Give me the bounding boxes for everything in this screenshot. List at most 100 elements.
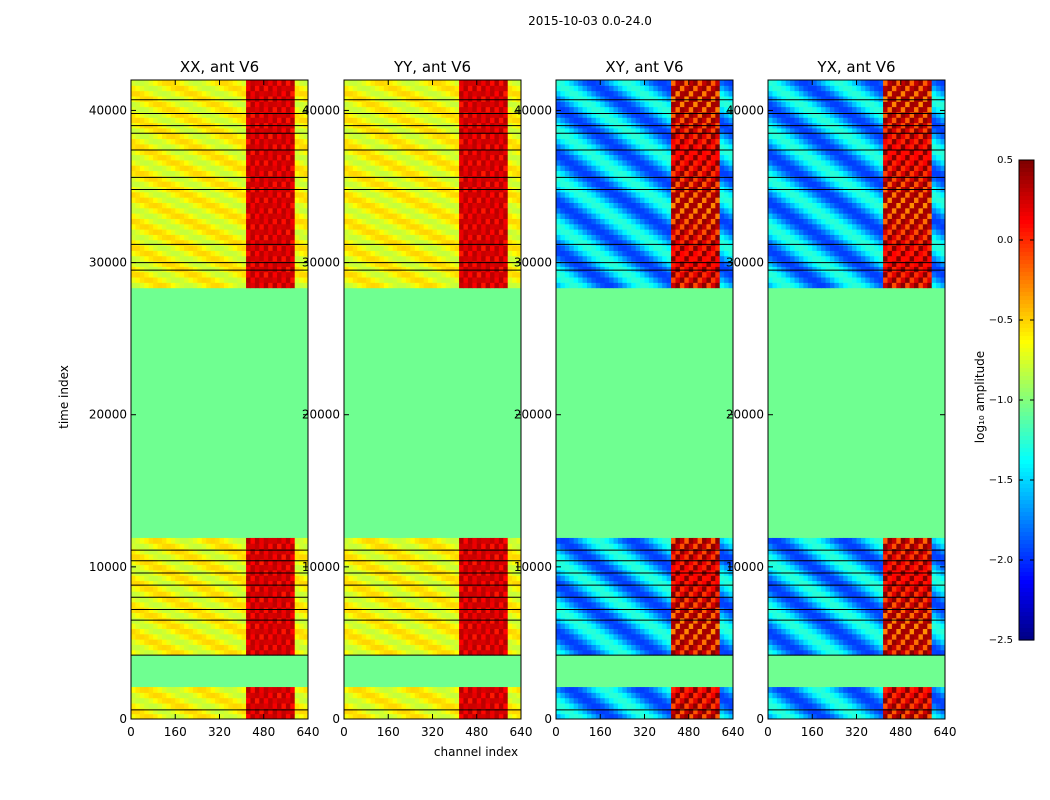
heatmap-cell	[237, 564, 243, 571]
heatmap-cell	[428, 580, 433, 587]
heatmap-cell	[254, 80, 260, 86]
heatmap-cell	[405, 575, 411, 582]
heatmap-cell	[414, 271, 420, 278]
heatmap-cell	[485, 639, 491, 645]
heatmap-cell	[397, 218, 403, 225]
heatmap-cell	[197, 633, 203, 640]
heatmap-cell	[144, 207, 150, 214]
heatmap-cell	[472, 564, 478, 571]
heatmap-cell	[139, 537, 145, 544]
heatmap-cell	[223, 553, 229, 560]
heatmap-cell	[423, 607, 429, 613]
heatmap-cell	[441, 564, 447, 571]
heatmap-cell	[272, 202, 278, 209]
heatmap-cell	[344, 250, 349, 257]
heatmap-cell	[148, 175, 154, 182]
heatmap-cell	[414, 617, 420, 624]
heatmap-cell	[299, 713, 305, 720]
heatmap-cell	[294, 649, 300, 656]
heatmap-cell	[454, 255, 460, 262]
heatmap-cell	[445, 585, 451, 592]
heatmap-cell	[428, 575, 433, 582]
heatmap-cell	[441, 154, 447, 161]
heatmap-cell	[131, 111, 136, 118]
heatmap-cell	[184, 553, 190, 560]
heatmap-cell	[285, 154, 291, 161]
heatmap-cell	[135, 708, 141, 715]
heatmap-cell	[494, 649, 500, 656]
heatmap-cell	[192, 266, 198, 273]
heatmap-cell	[445, 623, 451, 629]
heatmap-cell	[344, 628, 349, 635]
heatmap-cell	[303, 117, 309, 124]
heatmap-cell	[498, 218, 504, 225]
heatmap-cell	[153, 266, 159, 273]
heatmap-cell	[263, 229, 269, 235]
heatmap-cell	[277, 101, 282, 108]
heatmap-cell	[357, 266, 363, 273]
heatmap-cell	[170, 708, 176, 715]
heatmap-cell	[219, 202, 225, 209]
heatmap-cell	[210, 623, 216, 629]
heatmap-cell	[210, 266, 216, 273]
heatmap-cell	[423, 191, 429, 198]
heatmap-cell	[472, 143, 478, 150]
heatmap-cell	[184, 133, 190, 140]
heatmap-cell	[494, 585, 500, 592]
heatmap-cell	[153, 282, 159, 289]
heatmap-cell	[254, 229, 260, 235]
heatmap-cell	[432, 623, 438, 629]
heatmap-cell	[201, 564, 207, 571]
heatmap-cell	[188, 612, 194, 619]
heatmap-cell	[250, 628, 256, 635]
heatmap-cell	[348, 639, 354, 645]
heatmap-cell	[467, 596, 473, 603]
heatmap-cell	[463, 644, 469, 651]
heatmap-cell	[441, 697, 447, 704]
heatmap-cell	[144, 697, 150, 704]
heatmap-cell	[139, 553, 145, 560]
heatmap-cell	[210, 218, 216, 225]
heatmap-cell	[135, 175, 141, 182]
heatmap-cell	[192, 95, 198, 102]
heatmap-cell	[228, 106, 234, 113]
heatmap-cell	[157, 548, 163, 555]
heatmap-cell	[259, 245, 265, 251]
heatmap-cell	[254, 628, 260, 635]
heatmap-cell	[299, 639, 305, 645]
heatmap-cell	[357, 218, 363, 225]
heatmap-cell	[148, 250, 154, 257]
heatmap-cell	[144, 250, 150, 257]
heatmap-cell	[472, 255, 478, 262]
heatmap-cell	[507, 713, 513, 720]
heatmap-cell	[361, 191, 367, 198]
heatmap-cell	[139, 580, 145, 587]
heatmap-cell	[157, 617, 163, 624]
heatmap-cell	[472, 713, 478, 720]
heatmap-cell	[131, 537, 136, 544]
heatmap-cell	[232, 644, 238, 651]
heatmap-cell	[472, 644, 478, 651]
heatmap-cell	[263, 165, 269, 172]
heatmap-cell	[428, 282, 433, 289]
heatmap-cell	[454, 159, 460, 166]
heatmap-cell	[219, 250, 225, 257]
heatmap-cell	[397, 202, 403, 209]
heatmap-cell	[290, 612, 296, 619]
heatmap-cell	[498, 245, 504, 251]
heatmap-cell	[494, 175, 500, 182]
heatmap-cell	[392, 181, 398, 187]
heatmap-cell	[219, 575, 225, 582]
heatmap-cell	[206, 181, 212, 187]
heatmap-cell	[237, 266, 243, 273]
heatmap-cell	[410, 585, 416, 592]
heatmap-cell	[374, 202, 380, 209]
heatmap-cell	[428, 255, 433, 262]
heatmap-cell	[192, 127, 198, 134]
heatmap-cell	[454, 138, 460, 145]
heatmap-cell	[135, 261, 141, 267]
heatmap-cell	[450, 181, 456, 187]
heatmap-cell	[450, 612, 456, 619]
heatmap-cell	[405, 548, 411, 555]
heatmap-cell	[166, 143, 172, 150]
